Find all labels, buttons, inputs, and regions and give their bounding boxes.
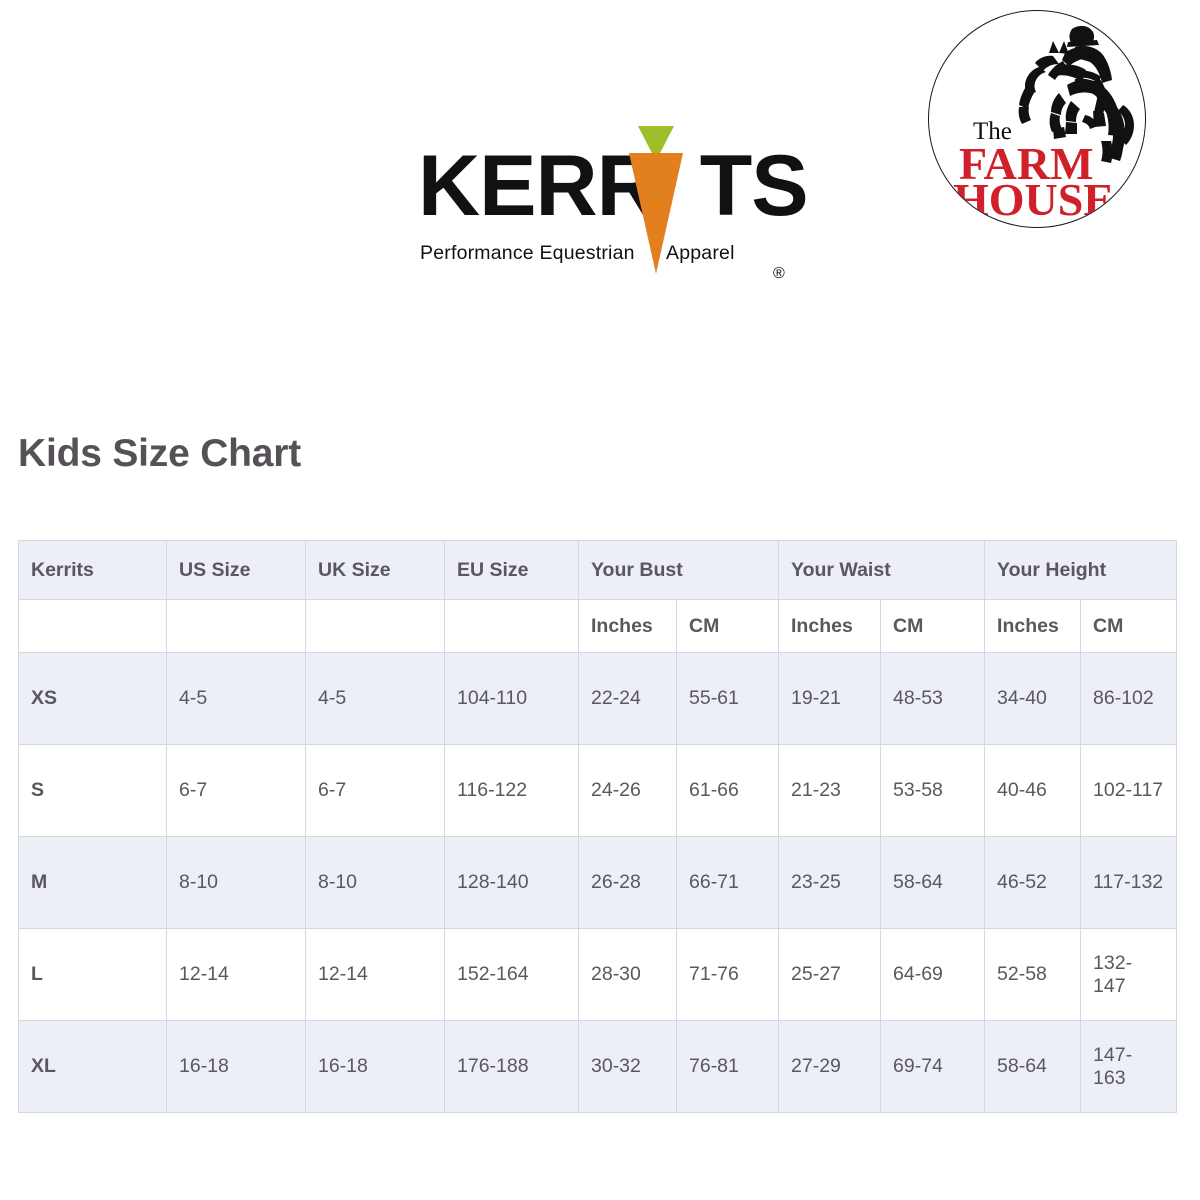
cell-waist-inches: 19-21	[778, 652, 882, 745]
size-chart-table-container: Kerrits US Size UK Size EU Size Your Bus…	[18, 540, 1178, 1113]
table-row: M 8-10 8-10 128-140 26-28 66-71 23-25 58…	[18, 836, 1178, 929]
cell-height-cm: 147-163	[1080, 1020, 1178, 1113]
cell-waist-inches: 27-29	[778, 1020, 882, 1113]
cell-bust-inches: 28-30	[578, 928, 677, 1021]
sub-header-blank-kerrits	[18, 599, 167, 653]
cell-uk-size: 6-7	[305, 744, 445, 837]
cell-waist-cm: 58-64	[880, 836, 986, 929]
cell-waist-cm: 53-58	[880, 744, 986, 837]
kerrits-wordmark-left: KERR	[418, 138, 659, 234]
table-group-header-row: Kerrits US Size UK Size EU Size Your Bus…	[18, 540, 1178, 600]
carrot-icon	[629, 126, 683, 274]
cell-height-inches: 40-46	[984, 744, 1082, 837]
cell-eu-size: 104-110	[444, 652, 579, 745]
cell-height-cm: 117-132	[1080, 836, 1178, 929]
table-row: XL 16-18 16-18 176-188 30-32 76-81 27-29…	[18, 1020, 1178, 1113]
cell-bust-inches: 24-26	[578, 744, 677, 837]
kerrits-wordmark: KERR TS ®	[418, 138, 809, 282]
sub-header-bust-cm: CM	[675, 599, 780, 653]
table-row: XS 4-5 4-5 104-110 22-24 55-61 19-21 48-…	[18, 652, 1178, 745]
cell-bust-inches: 30-32	[578, 1020, 677, 1113]
carrot-root-shape	[629, 153, 683, 274]
sub-header-blank-us	[166, 599, 306, 653]
sub-header-waist-inches: Inches	[778, 599, 882, 653]
column-header-uk-size: UK Size	[305, 540, 445, 600]
cell-height-inches: 58-64	[984, 1020, 1082, 1113]
cell-bust-cm: 61-66	[675, 744, 780, 837]
farmhouse-the-text: The	[973, 118, 1012, 145]
cell-us-size: 4-5	[166, 652, 306, 745]
sub-header-waist-cm: CM	[880, 599, 986, 653]
cell-uk-size: 12-14	[305, 928, 445, 1021]
cell-eu-size: 176-188	[444, 1020, 579, 1113]
column-header-us-size: US Size	[166, 540, 306, 600]
registered-trademark-icon: ®	[773, 265, 785, 282]
cell-bust-inches: 26-28	[578, 836, 677, 929]
cell-bust-cm: 55-61	[675, 652, 780, 745]
sub-header-height-cm: CM	[1080, 599, 1178, 653]
cell-us-size: 16-18	[166, 1020, 306, 1113]
cell-eu-size: 152-164	[444, 928, 579, 1021]
cell-height-inches: 34-40	[984, 652, 1082, 745]
cell-height-cm: 86-102	[1080, 652, 1178, 745]
page-title: Kids Size Chart	[18, 432, 302, 475]
column-header-kerrits: Kerrits	[18, 540, 167, 600]
column-header-your-bust: Your Bust	[577, 540, 780, 600]
size-chart-table: Kerrits US Size UK Size EU Size Your Bus…	[18, 540, 1178, 1113]
cell-uk-size: 16-18	[305, 1020, 445, 1113]
sub-header-blank-eu	[444, 599, 579, 653]
cell-uk-size: 4-5	[305, 652, 445, 745]
cell-height-cm: 132-147	[1080, 928, 1178, 1021]
cell-size: L	[18, 928, 167, 1021]
farmhouse-logo: The FARM HOUSE	[928, 10, 1146, 228]
cell-waist-inches: 21-23	[778, 744, 882, 837]
farmhouse-farm-text: FARM	[959, 138, 1094, 189]
cell-height-cm: 102-117	[1080, 744, 1178, 837]
cell-waist-inches: 23-25	[778, 836, 882, 929]
cell-height-inches: 46-52	[984, 836, 1082, 929]
table-row: L 12-14 12-14 152-164 28-30 71-76 25-27 …	[18, 928, 1178, 1021]
cell-us-size: 8-10	[166, 836, 306, 929]
farmhouse-house-text: HOUSE	[953, 174, 1115, 225]
cell-uk-size: 8-10	[305, 836, 445, 929]
column-header-your-waist: Your Waist	[778, 540, 986, 600]
cell-waist-inches: 25-27	[778, 928, 882, 1021]
sub-header-height-inches: Inches	[984, 599, 1082, 653]
column-header-eu-size: EU Size	[444, 540, 579, 600]
kerrits-wordmark-right: TS	[699, 138, 809, 234]
cell-us-size: 12-14	[166, 928, 306, 1021]
cell-bust-cm: 71-76	[675, 928, 780, 1021]
kerrits-logo: KERR TS ® Performance Equestrian Apparel	[418, 118, 809, 282]
column-header-your-height: Your Height	[984, 540, 1178, 600]
sub-header-blank-uk	[305, 599, 445, 653]
table-row: S 6-7 6-7 116-122 24-26 61-66 21-23 53-5…	[18, 744, 1178, 837]
cell-us-size: 6-7	[166, 744, 306, 837]
cell-size: XS	[18, 652, 167, 745]
cell-bust-cm: 66-71	[675, 836, 780, 929]
cell-bust-inches: 22-24	[578, 652, 677, 745]
cell-eu-size: 128-140	[444, 836, 579, 929]
cell-waist-cm: 64-69	[880, 928, 986, 1021]
cell-bust-cm: 76-81	[675, 1020, 780, 1113]
cell-size: M	[18, 836, 167, 929]
sub-header-bust-inches: Inches	[578, 599, 677, 653]
horse-and-rider-icon	[1018, 25, 1134, 163]
table-sub-header-row: Inches CM Inches CM Inches CM	[18, 599, 1178, 653]
cell-eu-size: 116-122	[444, 744, 579, 837]
cell-height-inches: 52-58	[984, 928, 1082, 1021]
cell-waist-cm: 69-74	[880, 1020, 986, 1113]
branding-header: KERR TS ® Performance Equestrian Apparel	[0, 0, 1200, 300]
cell-size: XL	[18, 1020, 167, 1113]
kerrits-tagline-right: Apparel	[666, 242, 735, 264]
kerrits-tagline-left: Performance Equestrian	[420, 242, 635, 264]
cell-waist-cm: 48-53	[880, 652, 986, 745]
cell-size: S	[18, 744, 167, 837]
